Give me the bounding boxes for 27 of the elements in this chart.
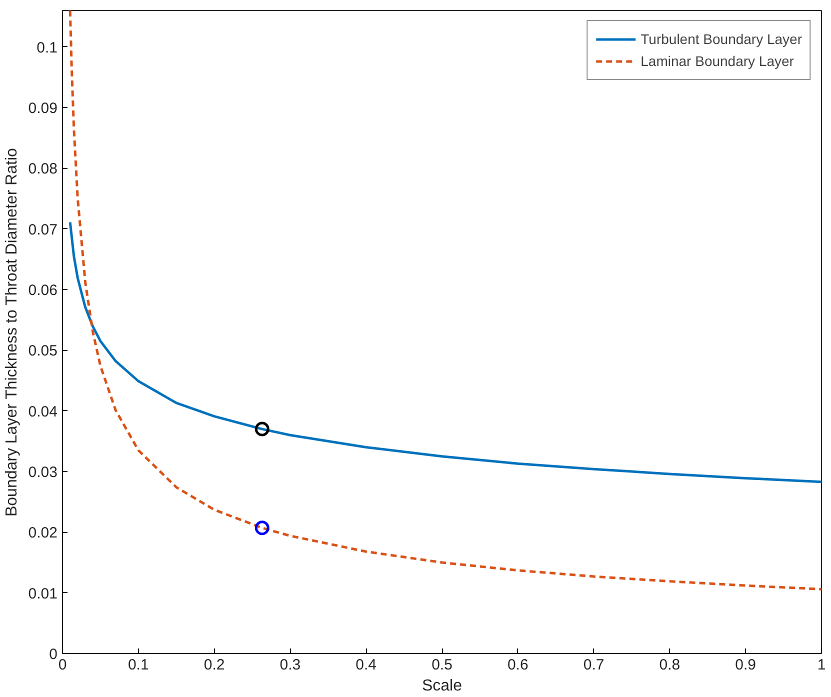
y-tick-label: 0.04 [28,403,58,420]
x-axis-title: Scale [422,678,462,694]
y-tick-label: 0.02 [28,524,58,542]
y-tick-label: 0.09 [28,100,58,118]
y-tick-label: 0.1 [36,39,58,56]
y-tick-label: 0.05 [28,342,58,360]
x-tick-label: 0.9 [735,656,756,674]
y-tick-label: 0.07 [28,221,58,238]
x-tick-label: 0.3 [280,656,301,674]
y-tick-label: 0.01 [28,585,58,602]
legend-label: Laminar Boundary Layer [640,53,794,69]
x-tick-label: 0.8 [659,656,680,674]
x-tick-label: 0.1 [128,656,149,674]
y-tick-label: 0.06 [28,282,58,300]
line-series [68,10,822,590]
y-tick-label: 0.08 [28,160,58,178]
x-tick-label: 0.6 [507,656,528,674]
y-tick-label: 0.03 [28,464,58,482]
x-tick-label: 0.2 [204,656,225,674]
x-tick-label: 0.4 [356,656,377,674]
x-tick-label: 0.5 [432,656,452,674]
x-tick-label: 1 [817,656,826,674]
line-series [68,220,822,484]
y-axis-title: Boundary Layer Thickness to Throat Diameter Ratio [3,148,20,517]
y-tick-label: 0 [49,646,58,663]
x-tick-label: 0.7 [583,656,604,674]
legend-label: Turbulent Boundary Layer [640,31,802,47]
